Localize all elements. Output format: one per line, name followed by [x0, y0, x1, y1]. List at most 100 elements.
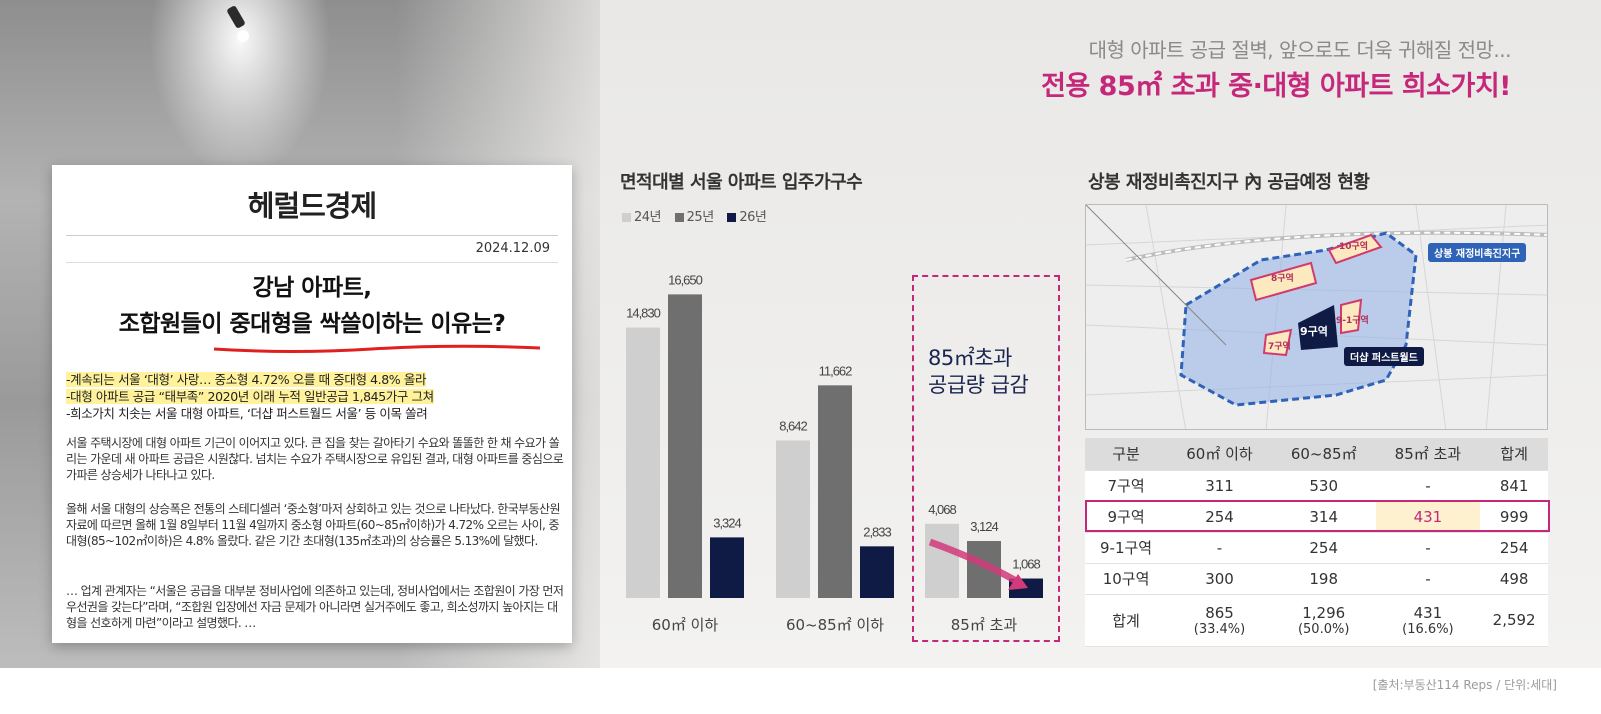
zone-label: 8구역 — [1271, 274, 1294, 284]
table-cell: - — [1375, 470, 1481, 502]
zone-label: 10구역 — [1339, 242, 1369, 252]
map-graphic — [1086, 205, 1547, 429]
news-bullet: -대형 아파트 공급 “태부족” 2020년 이래 누적 일반공급 1,845가… — [66, 389, 434, 404]
legend-swatch — [727, 213, 737, 222]
table-cell: 10구역 — [1085, 563, 1168, 595]
total-percent: (50.0%) — [1297, 621, 1350, 637]
table-cell: - — [1167, 532, 1272, 564]
data-label: 4,068 — [928, 502, 956, 517]
bar-0-0 — [626, 327, 660, 598]
annotation-line: 85㎡초과 — [928, 346, 1012, 370]
table-header: 합계 — [1480, 438, 1548, 471]
data-label: 8,642 — [779, 418, 807, 433]
category-label: 60㎡ 이하 — [652, 616, 719, 634]
news-paragraph: … 업계 관계자는 “서울은 공급을 대부분 정비사업에 의존하고 있는데, 정… — [66, 584, 564, 630]
table-row: 10구역 300 198 - 498 — [1085, 563, 1548, 595]
news-paragraph: 올해 서울 대형의 상승폭은 전통의 스테디셀러 ‘중소형’마저 상회하고 있는… — [66, 502, 561, 548]
total-percent: (33.4%) — [1193, 621, 1246, 637]
headline-subtitle: 대형 아파트 공급 절벽, 앞으로도 더욱 귀해질 전망... — [1088, 38, 1512, 62]
table-header: 60~85㎡ — [1271, 438, 1376, 471]
table-row: 7구역 311 530 - 841 — [1085, 470, 1548, 502]
legend-label: 26년 — [739, 210, 767, 225]
annotation-line: 공급량 급감 — [928, 373, 1029, 397]
newspaper-logo: 헤럴드경제 — [247, 189, 377, 223]
table-cell: 7구역 — [1085, 470, 1168, 502]
supply-table: 구분 60㎡ 이하 60~85㎡ 85㎡ 초과 합계 7구역 311 530 -… — [1085, 438, 1548, 647]
bar-0-2 — [710, 537, 744, 598]
total-value: 865 — [1205, 603, 1234, 622]
table-cell: - — [1375, 532, 1481, 564]
legend-item: 25년 — [674, 206, 715, 225]
category-label: 60~85㎡ 이하 — [786, 616, 884, 634]
table-total-row: 합계 865 (33.4%) 1,296 (50.0%) 431 (16.6%) 2,… — [1085, 594, 1548, 647]
news-paragraph: 서울 주택시장에 대형 아파트 기근이 이어지고 있다. 큰 집을 찾는 갈아타… — [66, 436, 564, 482]
table-header-row: 구분 60㎡ 이하 60~85㎡ 85㎡ 초과 합계 — [1085, 438, 1548, 471]
table-cell: 300 — [1167, 563, 1272, 595]
table-cell: 431 (16.6%) — [1375, 594, 1481, 647]
data-label: 3,124 — [970, 519, 998, 534]
table-cell: 314 — [1271, 501, 1376, 533]
map-title: 상봉 재정비촉진지구 內 공급예정 현황 — [1088, 172, 1370, 193]
bar-0-1 — [668, 294, 702, 598]
table-cell: 합계 — [1085, 594, 1168, 647]
zone-label: 7구역 — [1268, 342, 1291, 352]
table-header: 60㎡ 이하 — [1167, 438, 1272, 471]
highlight-box — [912, 275, 1060, 642]
table-cell: 254 — [1167, 501, 1272, 533]
district-label: 상봉 재정비촉진지구 — [1428, 243, 1527, 262]
bar-chart: 14,830 16,650 3,324 60㎡ 이하 8,642 11,662 2,833 6… — [626, 272, 1043, 634]
divider — [66, 262, 558, 263]
bar-2-0 — [925, 523, 959, 598]
table-cell: 999 — [1480, 501, 1548, 533]
total-value: 1,296 — [1302, 603, 1346, 622]
data-label: 2,833 — [863, 524, 891, 539]
total-percent: (16.6%) — [1402, 621, 1454, 637]
zone-label: 9-1구역 — [1336, 316, 1369, 326]
table-row: 9-1구역 - 254 - 254 — [1085, 532, 1548, 564]
ceiling-lamp-icon — [227, 6, 249, 42]
table-cell: 498 — [1480, 563, 1548, 595]
legend-swatch — [622, 213, 631, 222]
divider — [66, 235, 558, 236]
news-title-line2: 조합원들이 중대형을 싹쓸이하는 이유는? — [118, 311, 506, 337]
table-cell: 865 (33.4%) — [1167, 594, 1272, 647]
legend-label: 24년 — [634, 210, 662, 225]
legend-item: 26년 — [727, 206, 767, 225]
table-cell: 254 — [1480, 532, 1548, 564]
category-label: 85㎡ 초과 — [951, 616, 1018, 634]
table-header: 85㎡ 초과 — [1375, 438, 1481, 471]
project-label: 더샵 퍼스트월드 — [1344, 347, 1424, 366]
table-cell: 1,296 (50.0%) — [1271, 594, 1376, 647]
data-label: 14,830 — [626, 306, 661, 321]
decline-arrow-head — [1008, 574, 1028, 590]
table-row: 9구역 254 314 431 999 — [1085, 501, 1548, 533]
table-cell: 841 — [1480, 470, 1548, 502]
total-value: 431 — [1413, 603, 1443, 622]
zone-label: 9구역 — [1300, 325, 1328, 338]
data-label: 1,068 — [1012, 557, 1040, 572]
table-cell: 530 — [1271, 470, 1376, 502]
decline-arrow — [928, 538, 1020, 586]
legend-label: 25년 — [686, 210, 715, 225]
data-label: 16,650 — [668, 272, 703, 287]
table-cell-highlight: 431 — [1375, 501, 1481, 533]
news-bullets: -계속되는 서울 ‘대형’ 사랑… 중소형 4.72% 오를 때 중대형 4.8… — [66, 371, 566, 422]
table-cell: 311 — [1167, 470, 1272, 502]
chart-legend: 24년 25년 26년 — [622, 206, 776, 225]
footer-band — [0, 668, 1601, 714]
data-label: 3,324 — [713, 515, 741, 530]
table-cell: 9-1구역 — [1085, 532, 1168, 564]
headline-main: 전용 85㎡ 초과 중·대형 아파트 희소가치! — [1041, 71, 1511, 102]
table-header: 구분 — [1085, 438, 1168, 471]
news-title-line1: 강남 아파트, — [252, 275, 372, 301]
bar-1-2 — [860, 546, 894, 598]
news-clipping: 헤럴드경제 2024.12.09 강남 아파트, 조합원들이 중대형을 싹쓸이하… — [52, 165, 572, 643]
legend-swatch — [674, 213, 684, 222]
chart-annotation: 85㎡초과 공급량 급감 — [928, 345, 1029, 399]
news-date: 2024.12.09 — [475, 241, 550, 256]
data-label: 11,662 — [819, 363, 853, 378]
red-underline-mark — [213, 344, 541, 353]
news-bullet: -계속되는 서울 ‘대형’ 사랑… 중소형 4.72% 오를 때 중대형 4.8… — [66, 372, 427, 387]
bar-1-1 — [818, 385, 852, 598]
table-cell: 254 — [1271, 532, 1376, 564]
